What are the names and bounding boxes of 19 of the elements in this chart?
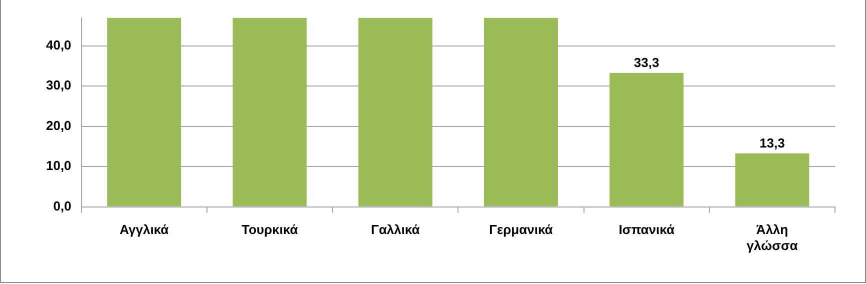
x-tick-label: Τουρκικά	[242, 222, 298, 238]
x-tick-label: Γερμανικά	[489, 222, 553, 238]
y-tick-label: 30,0	[46, 78, 72, 93]
bar	[358, 18, 432, 206]
y-tick-label: 10,0	[46, 158, 72, 174]
x-tick-label: Γαλλικά	[371, 222, 420, 238]
bar	[107, 18, 182, 206]
bar	[232, 18, 307, 206]
x-tick-label: Άλλη γλώσσα	[746, 222, 798, 253]
x-tick-label: Ισπανικά	[618, 222, 674, 238]
y-tick-label: 40,0	[46, 38, 72, 53]
x-tick-label: Αγγλικά	[120, 222, 169, 238]
bar	[735, 153, 810, 206]
bar	[610, 72, 684, 206]
data-label: 33,3	[634, 54, 660, 70]
y-tick-label: 0,0	[53, 198, 72, 214]
data-label: 13,3	[760, 135, 785, 150]
bar	[484, 18, 558, 206]
y-tick-label: 20,0	[46, 118, 72, 133]
